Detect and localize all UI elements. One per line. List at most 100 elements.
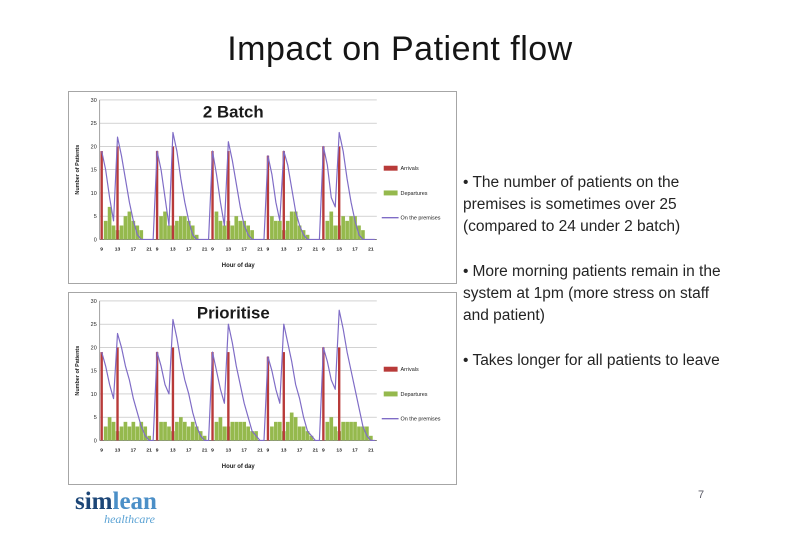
departures-bar bbox=[341, 421, 345, 441]
chart-title: Prioritise bbox=[197, 304, 270, 323]
x-tick-label: 9 bbox=[267, 447, 270, 453]
x-tick-label: 9 bbox=[156, 246, 159, 252]
bullet-item-premises-over-25: • The number of patients on the premises … bbox=[463, 172, 735, 238]
departures-bar bbox=[285, 220, 290, 240]
departures-bar bbox=[139, 421, 144, 441]
x-tick-label: 17 bbox=[297, 246, 303, 252]
x-tick-label: 21 bbox=[202, 246, 208, 252]
bullet-text: More morning patients remain in the syst… bbox=[463, 263, 721, 324]
departures-bar bbox=[305, 431, 310, 441]
departures-bar bbox=[357, 426, 361, 441]
departures-bar bbox=[329, 211, 334, 240]
x-tick-label: 13 bbox=[281, 447, 287, 453]
y-tick-label: 30 bbox=[91, 299, 97, 305]
x-tick-label: 17 bbox=[131, 447, 137, 453]
departures-bar bbox=[143, 426, 148, 441]
x-tick-label: 13 bbox=[226, 447, 232, 453]
x-tick-label: 9 bbox=[322, 447, 325, 453]
departures-bar bbox=[159, 421, 163, 441]
x-tick-label: 17 bbox=[352, 246, 358, 252]
departures-bar bbox=[242, 220, 247, 240]
departures-bar bbox=[357, 225, 361, 240]
departures-bar bbox=[301, 426, 306, 441]
departures-bar bbox=[222, 426, 227, 441]
bullet-marker: • bbox=[463, 174, 469, 191]
x-tick-label: 21 bbox=[257, 246, 263, 252]
x-tick-label: 13 bbox=[226, 246, 232, 252]
departures-bar bbox=[127, 426, 132, 441]
slide-title: Impact on Patient flow bbox=[227, 30, 573, 68]
x-axis-title: Hour of day bbox=[222, 263, 256, 269]
legend-label: On the premises bbox=[401, 216, 441, 222]
legend-label: Departures bbox=[401, 392, 428, 398]
departures-bar bbox=[103, 426, 108, 441]
arrivals-bar bbox=[282, 352, 285, 441]
departures-bar bbox=[214, 211, 219, 240]
x-tick-label: 21 bbox=[368, 246, 374, 252]
departures-bar bbox=[123, 421, 128, 441]
x-tick-label: 9 bbox=[156, 447, 159, 453]
legend-label: Arrivals bbox=[401, 166, 419, 172]
x-tick-label: 21 bbox=[368, 447, 374, 453]
page-number: 7 bbox=[698, 489, 705, 501]
departures-bar bbox=[297, 426, 302, 441]
x-tick-label: 17 bbox=[131, 246, 137, 252]
departures-bar bbox=[250, 431, 254, 441]
departures-bar bbox=[353, 216, 357, 240]
x-tick-label: 21 bbox=[146, 447, 152, 453]
departures-bar bbox=[111, 421, 116, 441]
arrivals-bar bbox=[338, 347, 341, 441]
departures-bar bbox=[182, 421, 187, 441]
x-tick-label: 17 bbox=[186, 447, 192, 453]
departures-bar bbox=[163, 211, 167, 240]
departures-bar bbox=[103, 220, 108, 240]
x-tick-label: 13 bbox=[336, 246, 342, 252]
x-tick-label: 17 bbox=[352, 447, 358, 453]
departures-bar bbox=[179, 216, 183, 240]
legend-swatch-arrivals bbox=[383, 165, 398, 171]
departures-bar bbox=[218, 220, 223, 240]
y-tick-label: 25 bbox=[91, 322, 97, 328]
departures-bar bbox=[361, 426, 365, 441]
departures-bar bbox=[341, 216, 345, 240]
arrivals-bar bbox=[322, 146, 325, 240]
arrivals-bar bbox=[211, 151, 214, 240]
departures-bar bbox=[361, 230, 365, 240]
departures-bar bbox=[147, 435, 152, 441]
y-tick-label: 0 bbox=[94, 438, 97, 444]
x-axis-title: Hour of day bbox=[222, 464, 256, 470]
departures-bar bbox=[230, 421, 235, 441]
departures-bar bbox=[131, 421, 136, 441]
x-tick-label: 21 bbox=[313, 246, 319, 252]
departures-bar bbox=[293, 417, 298, 441]
arrivals-bar bbox=[282, 151, 285, 240]
departures-bar bbox=[190, 225, 195, 240]
departures-bar bbox=[167, 426, 171, 441]
departures-bar bbox=[369, 435, 373, 441]
x-tick-label: 13 bbox=[115, 447, 121, 453]
departures-bar bbox=[345, 220, 349, 240]
arrivals-bar bbox=[171, 347, 175, 441]
departures-bar bbox=[353, 421, 357, 441]
arrivals-bar bbox=[155, 352, 159, 441]
departures-bar bbox=[135, 426, 140, 441]
x-tick-label: 21 bbox=[257, 447, 263, 453]
x-tick-label: 9 bbox=[267, 246, 270, 252]
departures-bar bbox=[270, 216, 274, 240]
x-tick-label: 21 bbox=[313, 447, 319, 453]
departures-bar bbox=[163, 421, 167, 441]
legend-label: Departures bbox=[401, 191, 428, 197]
x-tick-label: 9 bbox=[100, 447, 103, 453]
departures-bar bbox=[175, 421, 179, 441]
x-tick-label: 9 bbox=[322, 246, 325, 252]
on-premises-line bbox=[101, 131, 375, 241]
simlean-logo: simlean healthcare bbox=[75, 489, 157, 527]
logo-tagline: healthcare bbox=[104, 512, 155, 526]
legend-label: Arrivals bbox=[401, 367, 419, 373]
arrivals-bar bbox=[322, 347, 325, 441]
x-tick-label: 17 bbox=[186, 246, 192, 252]
logo-wordmark: simlean bbox=[75, 489, 157, 514]
departures-bar bbox=[159, 216, 163, 240]
departures-bar bbox=[293, 211, 298, 240]
